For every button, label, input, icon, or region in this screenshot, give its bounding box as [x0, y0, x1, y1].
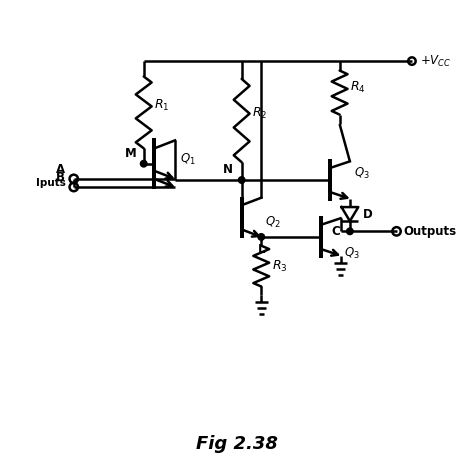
Text: $+V_{CC}$: $+V_{CC}$	[420, 53, 452, 68]
Text: $R_4$: $R_4$	[350, 80, 365, 95]
Text: M: M	[125, 147, 137, 160]
Text: $R_1$: $R_1$	[154, 98, 169, 113]
Text: $R_2$: $R_2$	[252, 106, 267, 121]
Text: A: A	[56, 163, 65, 176]
Circle shape	[238, 177, 245, 183]
Text: B: B	[56, 171, 65, 184]
Text: $R_3$: $R_3$	[272, 259, 287, 274]
Circle shape	[258, 234, 264, 240]
Text: D: D	[363, 208, 373, 220]
Text: $Q_2$: $Q_2$	[265, 214, 281, 229]
Text: $Q_3$: $Q_3$	[344, 246, 360, 261]
Text: C: C	[332, 225, 340, 238]
Text: $Q_3$: $Q_3$	[354, 166, 369, 181]
Text: Iputs: Iputs	[36, 178, 66, 188]
Circle shape	[140, 160, 147, 167]
Text: Outputs: Outputs	[403, 225, 456, 238]
Text: L: L	[257, 244, 265, 256]
Text: Fig 2.38: Fig 2.38	[196, 435, 278, 453]
Circle shape	[346, 228, 353, 235]
Text: N: N	[223, 163, 233, 177]
Text: $Q_1$: $Q_1$	[180, 152, 195, 167]
